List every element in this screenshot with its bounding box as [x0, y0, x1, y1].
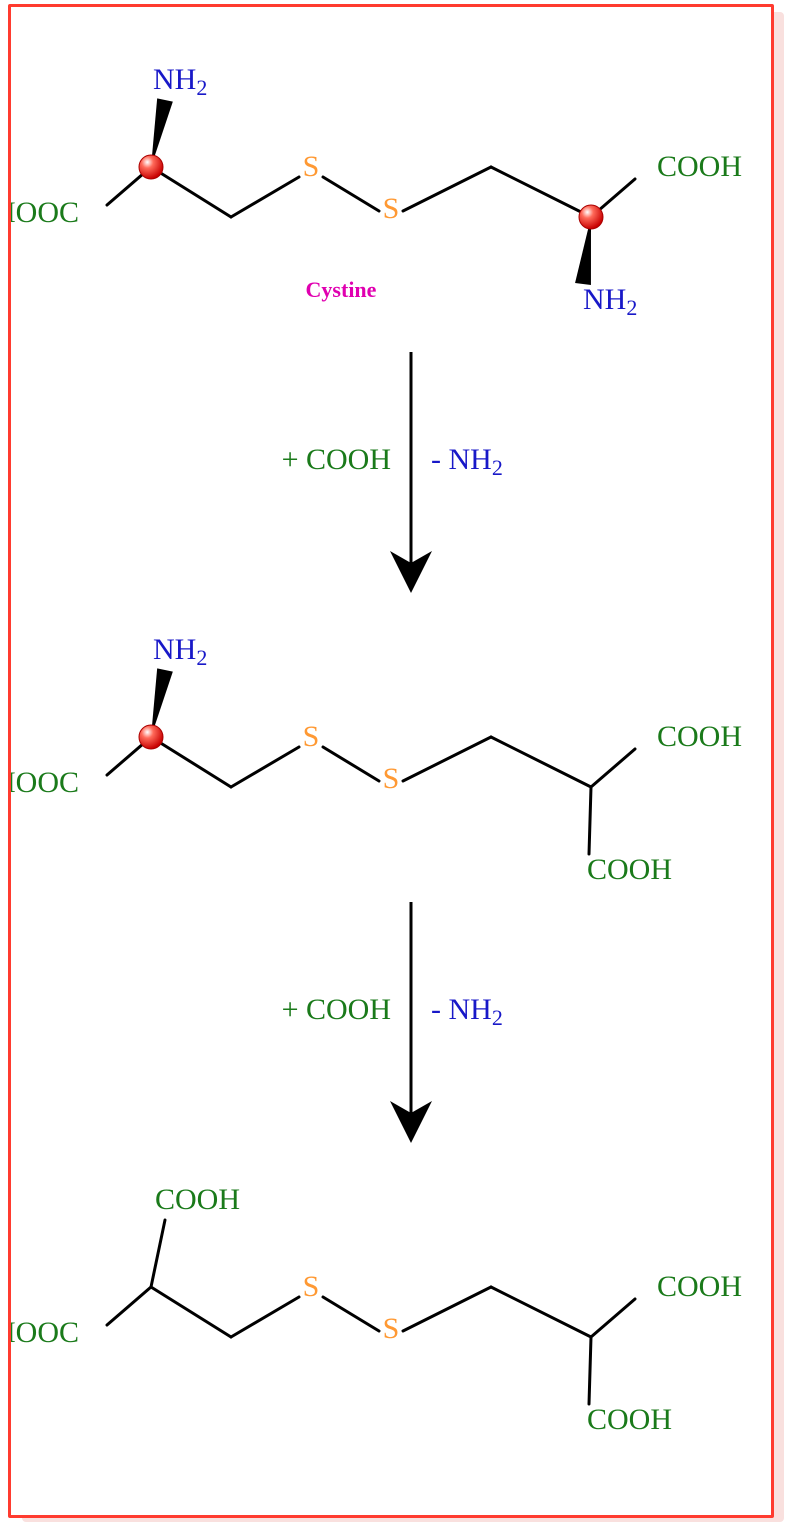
rxn-remove-label: - NH2 — [431, 443, 503, 480]
nh2-label-left: NH2 — [153, 633, 207, 670]
sulfur-label: S — [383, 762, 400, 795]
reaction-scheme-svg: S S HOOC NH2 COOH NH2 S S HOOC NH2 COOH COOH S S HOOC C… — [11, 7, 771, 1515]
sulfur-label: S — [383, 192, 400, 225]
rxn-add-label: + COOH — [282, 443, 391, 476]
chiral-left — [139, 155, 163, 179]
sulfur-label: S — [383, 1312, 400, 1345]
cooh-label-right: COOH — [657, 720, 742, 753]
cooh-label: COOH — [155, 1183, 240, 1216]
bond — [323, 747, 379, 781]
cooh-label-left: HOOC — [11, 1316, 79, 1349]
bond — [323, 1297, 379, 1331]
sulfur-label: S — [303, 1270, 320, 1303]
bond — [403, 167, 491, 211]
sulfur-label: S — [303, 150, 320, 183]
cooh-label-right: COOH — [657, 150, 742, 183]
bond — [491, 167, 591, 217]
bond-to-cooh — [107, 1287, 151, 1325]
bond-right-down — [589, 787, 591, 854]
chiral-left — [139, 725, 163, 749]
rxn-remove-label: - NH2 — [431, 993, 503, 1030]
bond — [403, 1287, 491, 1331]
bond — [151, 737, 231, 787]
bond-to-cooh — [591, 1299, 635, 1337]
struct1: S S HOOC NH2 COOH NH2 — [11, 63, 742, 320]
bond — [403, 737, 491, 781]
reaction-arrow: + COOH - NH2 — [282, 902, 503, 1122]
bond-to-cooh — [591, 749, 635, 787]
bond-left-up — [151, 1220, 165, 1287]
bond — [323, 177, 379, 211]
bond — [151, 167, 231, 217]
bond — [231, 1297, 299, 1337]
bond — [151, 1287, 231, 1337]
bond — [231, 747, 299, 787]
nh2-label-left: NH2 — [153, 63, 207, 100]
chiral-right — [579, 205, 603, 229]
sulfur-label: S — [303, 720, 320, 753]
struct3: S S HOOC COOH COOH COOH — [11, 1183, 742, 1436]
cooh-label-left: HOOC — [11, 766, 79, 799]
bond-right-down — [589, 1337, 591, 1404]
cooh-label: COOH — [587, 853, 672, 886]
main-frame: S S HOOC NH2 COOH NH2 S S HOOC NH2 COOH COOH S S HOOC C… — [8, 4, 774, 1518]
nh2-label-right: NH2 — [583, 283, 637, 320]
cooh-label-left: HOOC — [11, 196, 79, 229]
rxn-add-label: + COOH — [282, 993, 391, 1026]
cooh-label-right: COOH — [657, 1270, 742, 1303]
bond — [491, 1287, 591, 1337]
bond — [491, 737, 591, 787]
bond — [231, 177, 299, 217]
struct2: S S HOOC NH2 COOH COOH — [11, 633, 742, 886]
reaction-arrow: + COOH - NH2 — [282, 352, 503, 572]
compound-name: Cystine — [306, 277, 377, 302]
cooh-label: COOH — [587, 1403, 672, 1436]
